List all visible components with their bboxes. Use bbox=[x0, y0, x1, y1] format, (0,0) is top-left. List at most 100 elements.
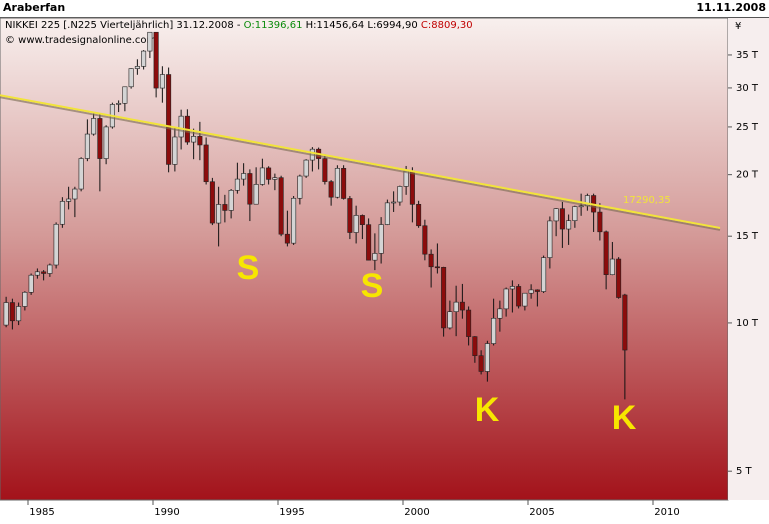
candle-body bbox=[134, 66, 140, 69]
annotation: K bbox=[612, 399, 637, 437]
candle-body bbox=[34, 271, 40, 276]
candle-body bbox=[272, 177, 278, 180]
candle-body bbox=[378, 224, 384, 254]
candle-body bbox=[222, 204, 228, 211]
x-tick-label: 1995 bbox=[279, 507, 304, 518]
candle-body bbox=[66, 198, 72, 202]
candle-body bbox=[178, 115, 184, 138]
x-tick-label: 2010 bbox=[654, 507, 679, 518]
candle-body bbox=[228, 189, 234, 211]
candle-body bbox=[428, 253, 434, 268]
candle-body bbox=[28, 274, 34, 293]
x-tick-label: 1985 bbox=[29, 507, 54, 518]
y-unit: ¥ bbox=[735, 21, 741, 32]
candle-body bbox=[572, 206, 578, 221]
candle-body bbox=[284, 233, 290, 244]
candle-body bbox=[291, 197, 297, 244]
candle-body bbox=[597, 211, 603, 233]
source: © www.tradesignalonline.com bbox=[5, 35, 156, 46]
y-tick-label: 15 T bbox=[736, 231, 759, 242]
candle-body bbox=[266, 167, 272, 180]
candle-body bbox=[491, 317, 497, 344]
candle-body bbox=[359, 215, 365, 225]
date: 11.11.2008 bbox=[696, 1, 766, 14]
candle-body bbox=[484, 343, 490, 372]
candle-body bbox=[297, 175, 303, 199]
candle-body bbox=[459, 301, 465, 311]
candle-body bbox=[609, 258, 615, 275]
candle-body bbox=[147, 31, 153, 52]
annotation: K bbox=[475, 391, 500, 429]
x-tick-label: 2000 bbox=[404, 507, 429, 518]
candle-body bbox=[59, 201, 65, 225]
candle-body bbox=[16, 306, 22, 322]
annotation: S bbox=[361, 267, 384, 305]
candle-body bbox=[366, 224, 372, 261]
candle-body bbox=[278, 177, 284, 235]
candle-body bbox=[447, 311, 453, 329]
open-label: O:11396,61 bbox=[244, 20, 303, 31]
candle-body bbox=[259, 167, 265, 185]
candle-body bbox=[78, 158, 84, 190]
candle-body bbox=[334, 168, 340, 198]
y-tick-label: 30 T bbox=[736, 83, 759, 94]
y-tick-label: 20 T bbox=[736, 170, 759, 181]
y-tick-label: 35 T bbox=[736, 50, 759, 61]
candle-body bbox=[622, 294, 628, 351]
candle-body bbox=[172, 136, 178, 165]
candle-body bbox=[209, 181, 215, 224]
candle-body bbox=[9, 302, 15, 322]
close-label: C:8809,30 bbox=[421, 20, 473, 31]
candle-body bbox=[322, 158, 328, 182]
candle-body bbox=[72, 188, 78, 200]
candle-body bbox=[516, 286, 522, 307]
title: NIKKEI 225 [.N225 Vierteljährlich] 31.12… bbox=[5, 20, 241, 31]
candle-body bbox=[203, 144, 209, 183]
candle-body bbox=[522, 292, 528, 307]
trendline bbox=[0, 94, 721, 229]
candle-body bbox=[466, 309, 472, 337]
candle-body bbox=[103, 126, 109, 159]
candle-body bbox=[441, 266, 447, 329]
candle-body bbox=[166, 74, 172, 165]
candle-body bbox=[478, 355, 484, 372]
y-tick-label: 25 T bbox=[736, 122, 759, 133]
candle-body bbox=[603, 231, 609, 275]
candle-body bbox=[328, 181, 334, 198]
candle-body bbox=[422, 225, 428, 255]
candle-body bbox=[416, 204, 422, 227]
candle-body bbox=[472, 336, 478, 356]
candle-body bbox=[347, 198, 353, 233]
candle-body bbox=[303, 159, 309, 177]
candle-body bbox=[391, 201, 397, 204]
trendline-label: 17290,35 bbox=[623, 195, 671, 206]
marks: 17290,35 bbox=[0, 31, 721, 400]
x-tick-label: 1990 bbox=[154, 507, 179, 518]
candle-body bbox=[3, 302, 9, 326]
y-tick-label: 5 T bbox=[736, 466, 753, 477]
candle-body bbox=[41, 271, 47, 274]
candle-body bbox=[453, 301, 459, 312]
candle-body bbox=[22, 291, 28, 307]
candle-body bbox=[47, 264, 53, 274]
candle-body bbox=[559, 208, 565, 230]
x-tick-label: 2005 bbox=[529, 507, 554, 518]
chart-title: NIKKEI 225 [.N225 Vierteljährlich] 31.12… bbox=[5, 20, 473, 31]
candle-body bbox=[116, 102, 122, 105]
candle-body bbox=[509, 286, 515, 290]
candle-body bbox=[372, 253, 378, 261]
candle-body bbox=[353, 215, 359, 233]
candle-body bbox=[534, 289, 540, 292]
user: Araberfan bbox=[3, 1, 65, 14]
candle-body bbox=[503, 288, 509, 310]
candle-body bbox=[553, 208, 559, 222]
candle-body bbox=[197, 136, 203, 146]
candle-body bbox=[241, 173, 247, 180]
candle-body bbox=[434, 266, 440, 269]
candle-body bbox=[384, 202, 390, 225]
trendline-shadow bbox=[0, 96, 721, 231]
candle-body bbox=[341, 168, 347, 199]
candle-body bbox=[541, 257, 547, 292]
